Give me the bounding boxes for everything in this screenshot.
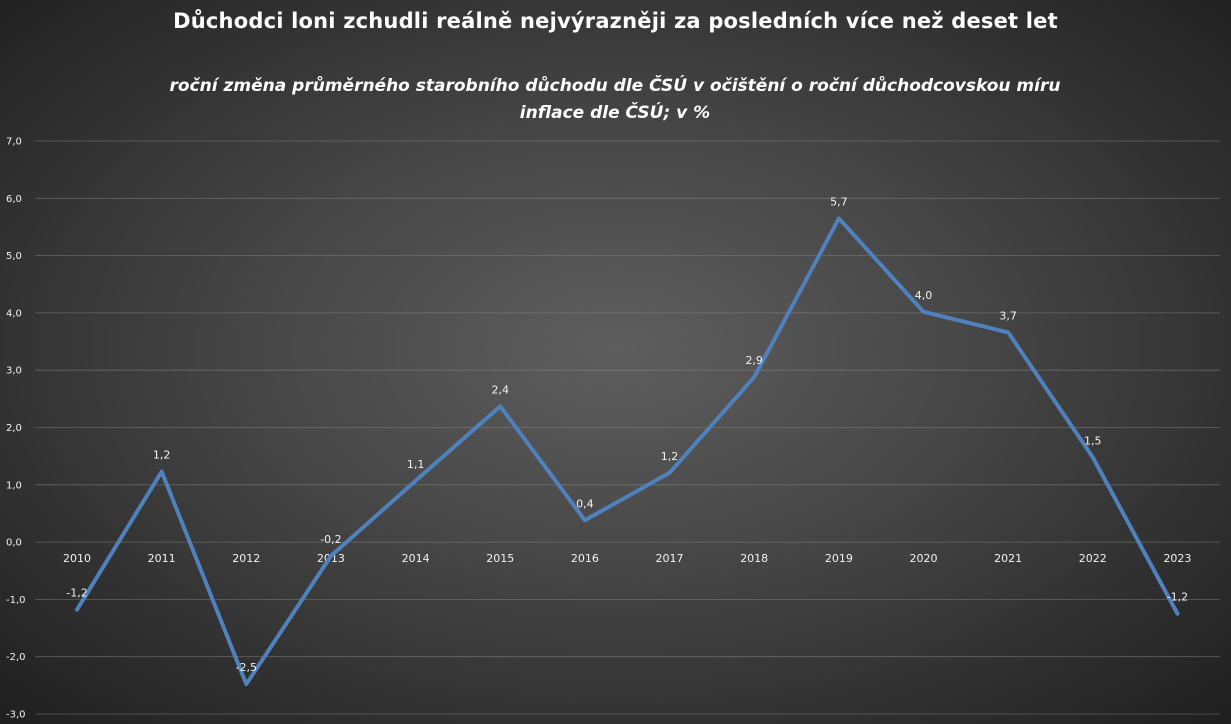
data-label: 1,2 (661, 450, 679, 463)
y-tick-label: 5,0 (6, 251, 22, 262)
x-tick-label: 2022 (1079, 552, 1107, 565)
subtitle-line-2: inflace dle ČSÚ; v % (519, 103, 711, 123)
series-line (75, 216, 1180, 687)
subtitle-line-1: roční změna průměrného starobního důchod… (169, 76, 1061, 96)
x-axis-labels: 2010 2011 2012 2013 2014 2015 2016 2017 2018 2019… (63, 552, 1191, 565)
data-labels: -1,2 1,2 -2,5 -0,2 1,1 2,4 0,4 1,2 2,9 5,7 4,0 3,7 1… (66, 195, 1188, 674)
y-tick-label: 7,0 (6, 137, 22, 148)
data-label: 1,1 (407, 458, 425, 471)
x-tick-label: 2019 (825, 552, 853, 565)
data-label: 0,4 (576, 497, 594, 510)
y-tick-label: -1,0 (6, 595, 26, 606)
data-label: -0,2 (320, 533, 341, 546)
x-tick-label: 2011 (148, 552, 176, 565)
y-tick-label: 4,0 (6, 308, 22, 319)
x-tick-label: 2016 (571, 552, 599, 565)
data-label: -1,2 (1167, 591, 1188, 604)
y-tick-label: 0,0 (6, 538, 22, 549)
y-tick-label: 1,0 (6, 480, 22, 491)
y-axis-labels: 7,0 6,0 5,0 4,0 3,0 2,0 1,0 0,0 -1,0 -2,0 -3,0 (6, 137, 26, 721)
y-tick-label: 2,0 (6, 423, 22, 434)
y-tick-label: 3,0 (6, 366, 22, 377)
x-tick-label: 2015 (486, 552, 514, 565)
data-label: 5,7 (830, 195, 848, 208)
data-label: 2,4 (492, 383, 510, 396)
data-label: 4,0 (915, 289, 933, 302)
x-tick-label: 2021 (994, 552, 1022, 565)
x-tick-label: 2018 (740, 552, 768, 565)
x-tick-label: 2017 (656, 552, 684, 565)
x-tick-label: 2010 (63, 552, 91, 565)
data-label: -2,5 (236, 661, 257, 674)
data-label: 3,7 (999, 309, 1017, 322)
chart-title: Důchodci loni zchudli reálně nejvýrazněj… (173, 9, 1058, 33)
y-tick-label: 6,0 (6, 194, 22, 205)
x-tick-label: 2023 (1163, 552, 1191, 565)
gridlines (35, 140, 1220, 715)
data-label: 1,2 (153, 449, 171, 462)
data-label: 2,9 (745, 354, 763, 367)
data-label: -1,2 (66, 587, 87, 600)
data-label: 1,5 (1084, 434, 1102, 447)
x-tick-label: 2012 (232, 552, 260, 565)
x-tick-label: 2020 (910, 552, 938, 565)
chart-subtitle: roční změna průměrného starobního důchod… (115, 73, 1115, 127)
series-polyline (75, 216, 1180, 687)
y-tick-label: -3,0 (6, 710, 26, 721)
y-tick-label: -2,0 (6, 652, 26, 663)
x-tick-label: 2014 (402, 552, 430, 565)
